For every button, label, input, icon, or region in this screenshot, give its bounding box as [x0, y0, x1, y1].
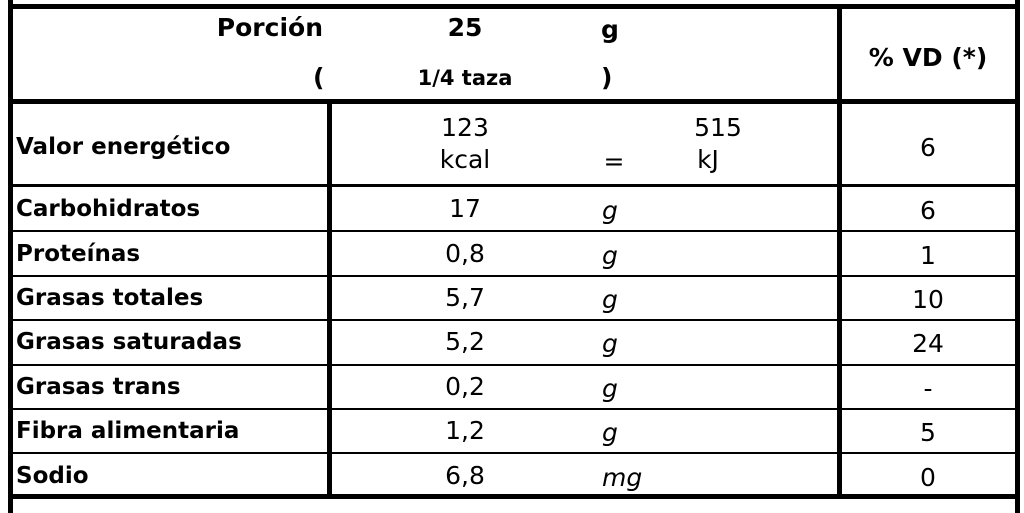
- vd-value: 6: [920, 133, 936, 162]
- vd-value: 5: [920, 418, 936, 448]
- portion-unit: g: [601, 15, 619, 44]
- kj-unit: kJ: [697, 145, 719, 174]
- border: [8, 0, 13, 513]
- unit: g: [602, 373, 618, 403]
- row-label: Carbohidratos: [16, 196, 201, 223]
- row-label: Grasas totales: [16, 285, 204, 311]
- border: [8, 4, 1020, 9]
- row-label: Proteínas: [16, 240, 141, 267]
- unit: g: [602, 240, 618, 270]
- row-line: [8, 363, 1020, 366]
- border: [8, 184, 1020, 187]
- border: [837, 4, 842, 497]
- unit: g: [602, 285, 618, 314]
- row-label: Grasas trans: [16, 373, 181, 400]
- border: [327, 100, 332, 497]
- border: [8, 99, 1020, 104]
- row-line: [8, 274, 1020, 277]
- unit: mg: [602, 462, 643, 492]
- vd-value: 1: [920, 240, 936, 270]
- border: [8, 494, 1020, 499]
- row-line: [8, 319, 1020, 322]
- portion-label: Porción: [216, 13, 323, 42]
- kcal-value: 123: [441, 113, 489, 142]
- amount: 0,8: [445, 238, 485, 268]
- vd-value: 6: [920, 196, 936, 226]
- paren: (: [313, 63, 325, 92]
- household: 1/4 taza: [417, 66, 513, 90]
- kcal-unit: kcal: [439, 145, 491, 174]
- row-label: Sodio: [16, 462, 89, 489]
- row-label: Grasas saturadas: [16, 329, 242, 356]
- row-line: [8, 408, 1020, 410]
- row-label: Valor energético: [16, 134, 231, 160]
- unit: g: [602, 418, 618, 448]
- unit: g: [602, 196, 618, 226]
- unit: g: [602, 329, 618, 359]
- paren: ): [601, 63, 613, 92]
- equals: =: [603, 147, 625, 176]
- portion-value: 25: [447, 13, 483, 42]
- amount: 5,7: [445, 283, 485, 312]
- row-line: [8, 452, 1020, 455]
- row-line: [8, 230, 1020, 233]
- amount: 5,2: [445, 327, 485, 357]
- vd-value: -: [923, 373, 933, 403]
- vd-value: 10: [912, 285, 944, 314]
- amount: 6,8: [445, 460, 485, 490]
- amount: 1,2: [445, 416, 485, 446]
- kj-value: 515: [694, 113, 742, 142]
- border: [1015, 0, 1020, 513]
- vd-value: 0: [920, 462, 936, 492]
- vd-header: % VD (*): [868, 43, 988, 72]
- amount: 17: [449, 194, 481, 224]
- vd-value: 24: [912, 329, 944, 359]
- row-label: Fibra alimentaria: [16, 418, 240, 445]
- amount: 0,2: [445, 371, 485, 401]
